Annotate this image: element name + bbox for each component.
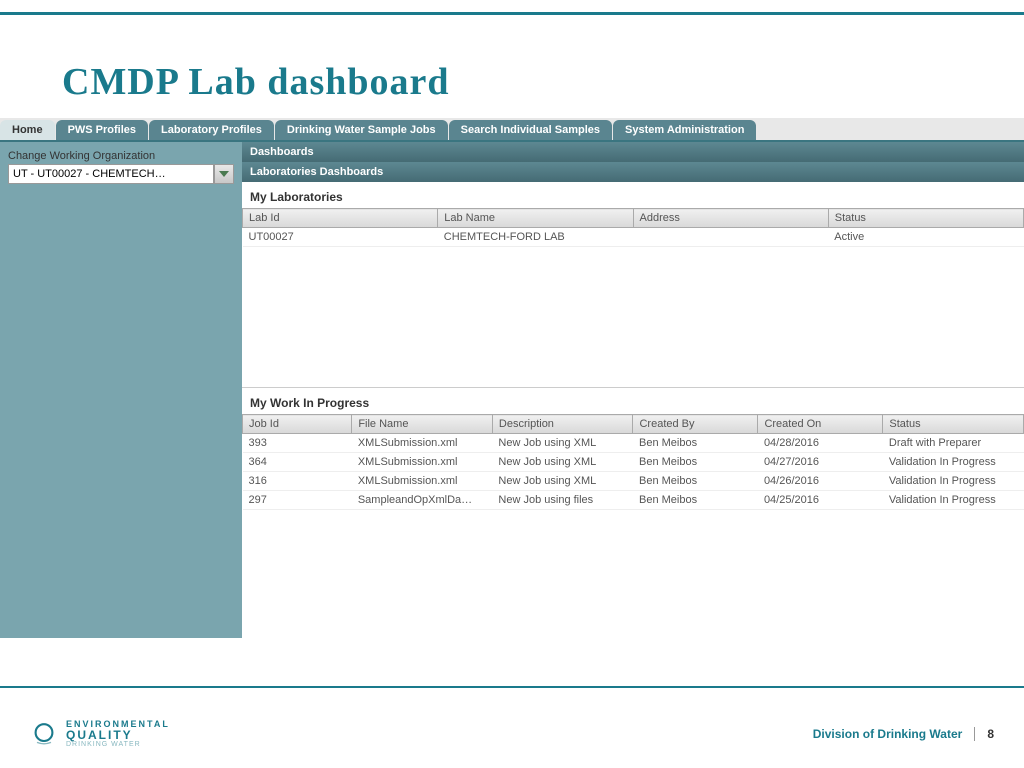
column-header[interactable]: Created On [758,415,883,434]
app-screenshot: HomePWS ProfilesLaboratory ProfilesDrink… [0,118,1024,638]
table-cell: UT00027 [243,228,438,247]
column-header[interactable]: Lab Id [243,209,438,228]
work-table: Job IdFile NameDescriptionCreated ByCrea… [242,414,1024,510]
table-cell: Ben Meibos [633,472,758,491]
tab-home[interactable]: Home [0,120,55,140]
page-title: CMDP Lab dashboard [62,60,450,104]
table-cell: Ben Meibos [633,453,758,472]
table-cell: 04/25/2016 [758,491,883,510]
table-row[interactable]: 316XMLSubmission.xmlNew Job using XMLBen… [243,472,1024,491]
page-number: 8 [974,727,994,741]
my-work-title: My Work In Progress [242,388,1024,414]
table-cell: 393 [243,434,352,453]
table-cell: New Job using XML [492,472,633,491]
org-select [8,164,234,184]
table-cell: XMLSubmission.xml [352,453,493,472]
table-cell: New Job using XML [492,434,633,453]
footer-division-text: Division of Drinking Water [813,727,963,741]
table-row[interactable]: 297SampleandOpXmlDa…New Job using filesB… [243,491,1024,510]
tab-search-individual-samples[interactable]: Search Individual Samples [449,120,612,140]
column-header[interactable]: Lab Name [438,209,633,228]
table-cell: 364 [243,453,352,472]
table-cell: Ben Meibos [633,491,758,510]
column-header[interactable]: File Name [352,415,493,434]
table-cell: New Job using XML [492,453,633,472]
table-cell: 316 [243,472,352,491]
slide-top-border [0,12,1024,15]
chevron-down-icon [219,171,229,177]
app-body: Change Working Organization Dashboards L… [0,142,1024,638]
org-select-dropdown-button[interactable] [214,164,234,184]
table-cell: Ben Meibos [633,434,758,453]
table-cell: Active [828,228,1023,247]
sidebar: Change Working Organization [0,142,242,638]
tab-pws-profiles[interactable]: PWS Profiles [56,120,148,140]
tab-system-administration[interactable]: System Administration [613,120,756,140]
table-cell: Validation In Progress [883,453,1024,472]
my-work-area: Job IdFile NameDescriptionCreated ByCrea… [242,414,1024,614]
slide-bottom-border [0,686,1024,688]
logo-line2: QUALITY [66,729,170,741]
dashboards-header: Dashboards [242,142,1024,162]
logo-text: ENVIRONMENTAL QUALITY DRINKING WATER [66,720,170,748]
table-cell: Validation In Progress [883,472,1024,491]
table-cell: SampleandOpXmlDa… [352,491,493,510]
labs-dashboards-header: Laboratories Dashboards [242,162,1024,182]
table-cell: XMLSubmission.xml [352,434,493,453]
table-cell [633,228,828,247]
column-header[interactable]: Description [492,415,633,434]
logo-line3: DRINKING WATER [66,741,170,748]
tab-bar: HomePWS ProfilesLaboratory ProfilesDrink… [0,118,1024,142]
table-cell: 297 [243,491,352,510]
column-header[interactable]: Address [633,209,828,228]
table-row[interactable]: UT00027CHEMTECH-FORD LAB Active [243,228,1024,247]
footer-right: Division of Drinking Water 8 [813,727,994,741]
tab-drinking-water-sample-jobs[interactable]: Drinking Water Sample Jobs [275,120,448,140]
column-header[interactable]: Job Id [243,415,352,434]
column-header[interactable]: Created By [633,415,758,434]
table-cell: CHEMTECH-FORD LAB [438,228,633,247]
table-cell: 04/27/2016 [758,453,883,472]
table-cell: Validation In Progress [883,491,1024,510]
org-select-label: Change Working Organization [8,150,234,162]
main-panel: Dashboards Laboratories Dashboards My La… [242,142,1024,638]
table-row[interactable]: 364XMLSubmission.xmlNew Job using XMLBen… [243,453,1024,472]
my-labs-title: My Laboratories [242,182,1024,208]
org-select-input[interactable] [8,164,214,184]
footer-logo: ENVIRONMENTAL QUALITY DRINKING WATER [30,720,170,748]
column-header[interactable]: Status [883,415,1024,434]
table-cell: 04/28/2016 [758,434,883,453]
column-header[interactable]: Status [828,209,1023,228]
table-cell: XMLSubmission.xml [352,472,493,491]
table-row[interactable]: 393XMLSubmission.xmlNew Job using XMLBen… [243,434,1024,453]
table-cell: New Job using files [492,491,633,510]
tab-laboratory-profiles[interactable]: Laboratory Profiles [149,120,274,140]
footer: ENVIRONMENTAL QUALITY DRINKING WATER Div… [30,720,994,748]
labs-table: Lab IdLab NameAddressStatusUT00027CHEMTE… [242,208,1024,247]
deq-logo-icon [30,720,58,748]
table-cell: 04/26/2016 [758,472,883,491]
table-cell: Draft with Preparer [883,434,1024,453]
my-labs-area: Lab IdLab NameAddressStatusUT00027CHEMTE… [242,208,1024,388]
